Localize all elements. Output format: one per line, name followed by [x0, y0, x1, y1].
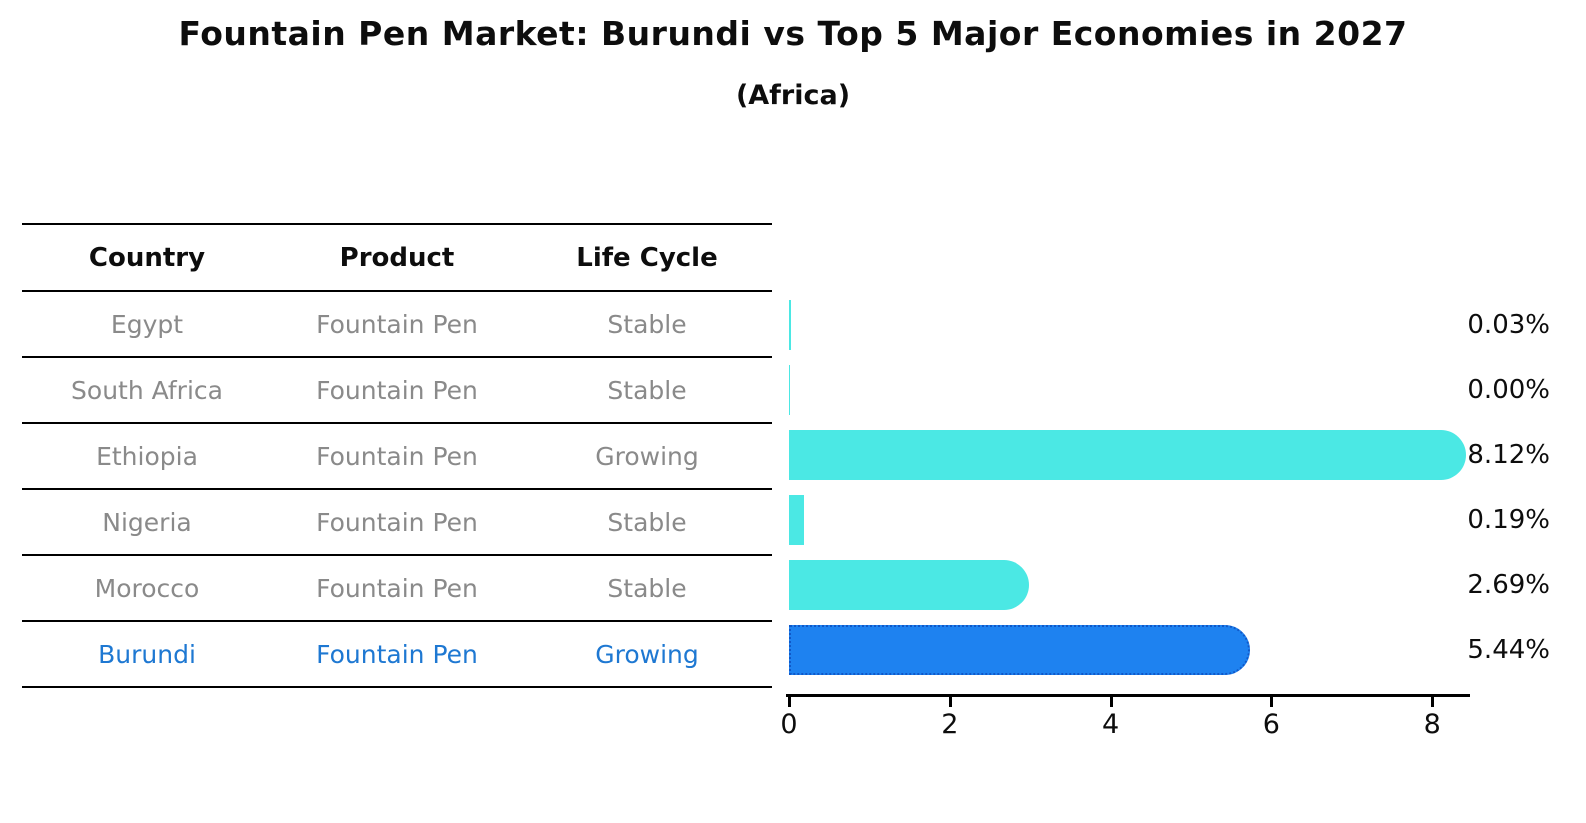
product-cell: Fountain Pen: [272, 555, 522, 622]
table-header-row: Country Product Life Cycle: [22, 224, 772, 292]
tick-mark: [1431, 697, 1435, 707]
life-cycle-cell: Growing: [522, 423, 772, 490]
product-cell: Fountain Pen: [272, 621, 522, 688]
table-row: South Africa Fountain Pen Stable: [22, 357, 772, 424]
tick-mark: [1270, 697, 1274, 707]
product-cell: Fountain Pen: [272, 357, 522, 424]
country-cell: Burundi: [22, 621, 272, 688]
country-cell: Egypt: [22, 291, 272, 358]
life-cycle-cell: Stable: [522, 555, 772, 622]
column-header-country: Country: [22, 224, 272, 292]
value-label-burundi: 5.44%: [1467, 635, 1550, 665]
chart-subtitle: (Africa): [735, 80, 851, 111]
x-tick-label: 6: [1262, 709, 1280, 740]
table-row: Morocco Fountain Pen Stable: [22, 555, 772, 622]
value-label-morocco: 2.69%: [1467, 570, 1550, 600]
value-label-egypt: 0.03%: [1467, 310, 1550, 340]
country-table: Country Product Life Cycle Egypt Fountai…: [22, 223, 772, 688]
bar-ethiopia: [789, 430, 1466, 480]
value-label-ethiopia: 8.12%: [1467, 440, 1550, 470]
value-label-nigeria: 0.19%: [1467, 505, 1550, 535]
product-cell: Fountain Pen: [272, 489, 522, 556]
x-tick-label: 8: [1423, 709, 1441, 740]
table-row: Nigeria Fountain Pen Stable: [22, 489, 772, 556]
x-tick-label: 2: [941, 709, 959, 740]
table-row: Ethiopia Fountain Pen Growing: [22, 423, 772, 490]
x-tick-label: 0: [780, 709, 798, 740]
chart-title: Fountain Pen Market: Burundi vs Top 5 Ma…: [178, 14, 1408, 53]
life-cycle-cell: Stable: [522, 357, 772, 424]
life-cycle-cell: Stable: [522, 489, 772, 556]
life-cycle-cell: Growing: [522, 621, 772, 688]
bar-burundi: [789, 625, 1251, 675]
product-cell: Fountain Pen: [272, 291, 522, 358]
value-label-south-africa: 0.00%: [1467, 375, 1550, 405]
country-cell: Ethiopia: [22, 423, 272, 490]
bar-egypt: [789, 300, 792, 350]
country-cell: South Africa: [22, 357, 272, 424]
column-header-life-cycle: Life Cycle: [522, 224, 772, 292]
country-cell: Nigeria: [22, 489, 272, 556]
bar-south-africa: [789, 365, 791, 415]
bar-morocco: [789, 560, 1030, 610]
product-cell: Fountain Pen: [272, 423, 522, 490]
x-axis-line: [786, 694, 1470, 697]
country-cell: Morocco: [22, 555, 272, 622]
table-row-highlighted: Burundi Fountain Pen Growing: [22, 621, 772, 688]
tick-mark: [1109, 697, 1113, 707]
column-header-product: Product: [272, 224, 522, 292]
life-cycle-cell: Stable: [522, 291, 772, 358]
tick-mark: [788, 697, 791, 707]
table-row: Egypt Fountain Pen Stable: [22, 291, 772, 358]
tick-mark: [948, 697, 952, 707]
bar-nigeria: [789, 495, 805, 545]
x-tick-label: 4: [1102, 709, 1120, 740]
